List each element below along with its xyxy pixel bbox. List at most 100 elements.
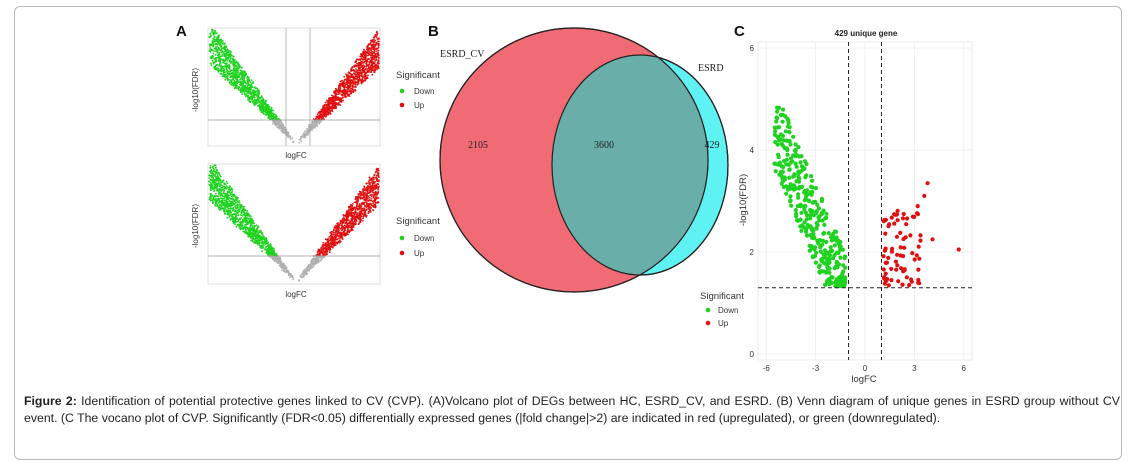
volcano-point [213, 170, 216, 173]
volcano-point [306, 272, 309, 275]
volcano-point [373, 41, 376, 43]
volcano-point [360, 75, 363, 77]
volcano-point [362, 217, 365, 220]
volcano-point [217, 46, 220, 49]
volcano-point [232, 55, 235, 58]
volcano-point [253, 225, 256, 227]
volcano-point [369, 202, 372, 205]
volcano-point [283, 132, 285, 135]
volcano-point [208, 177, 211, 179]
volcano-point [377, 59, 380, 62]
volcano-point [312, 257, 315, 260]
volcano-point [214, 175, 217, 178]
volcano-point [232, 60, 235, 62]
volcano-point [368, 179, 371, 181]
volcano-point [277, 257, 280, 260]
volcano-point [215, 166, 217, 169]
volcano-point [311, 122, 313, 125]
volcano-point [377, 197, 380, 199]
volcano-point [365, 194, 367, 196]
volcano-point [356, 202, 359, 205]
volcano-point [358, 79, 361, 82]
volcano-point [286, 133, 289, 135]
volcano-point [376, 34, 378, 36]
volcano-point [360, 61, 362, 64]
volcano-point [253, 99, 256, 101]
volcano-point [376, 66, 379, 69]
volcano-point [322, 107, 325, 110]
volcano-point [236, 197, 239, 200]
volcano-point [276, 260, 278, 263]
volcano-point [227, 53, 230, 56]
volcano-point [238, 74, 241, 76]
volcano-point [375, 197, 378, 200]
volcano-point [372, 209, 374, 211]
volcano-point [374, 191, 376, 194]
volcano-point [355, 204, 358, 207]
volcano-point [367, 47, 370, 50]
volcano-point [368, 199, 371, 201]
volcano-point [340, 90, 343, 93]
volcano-point [319, 120, 322, 123]
volcano-point [372, 176, 375, 179]
volcano-point [272, 252, 274, 255]
volcano-point [336, 230, 339, 233]
volcano-point [321, 114, 324, 116]
volcano-point [353, 201, 356, 204]
volcano-point [331, 108, 334, 110]
volcano-point [228, 194, 231, 197]
volcano-point [251, 237, 254, 240]
volcano-point [326, 107, 328, 109]
volcano-point [238, 226, 241, 229]
volcano-point [238, 200, 241, 202]
volcano-point [373, 62, 376, 65]
volcano-point [225, 194, 228, 196]
volcano-point [211, 174, 213, 177]
volcano-point [337, 235, 340, 237]
volcano-point [330, 236, 332, 239]
volcano-point [350, 226, 353, 229]
volcano-point [223, 71, 226, 74]
volcano-point [353, 70, 356, 72]
volcano-point [355, 213, 358, 216]
volcano-point [213, 188, 216, 190]
volcano-point [218, 69, 221, 72]
volcano-point [374, 39, 377, 42]
volcano-point [350, 228, 353, 231]
volcano-point [236, 62, 239, 64]
volcano-point [224, 212, 227, 215]
volcano-point [247, 86, 250, 89]
volcano-point [278, 120, 281, 123]
volcano-point [247, 233, 249, 236]
volcano-point [214, 173, 217, 176]
volcano-point [363, 189, 366, 192]
volcano-point [362, 196, 365, 199]
volcano-point [371, 73, 374, 76]
volcano-point [259, 234, 261, 237]
volcano-point [349, 220, 352, 223]
volcano-point [257, 91, 260, 94]
volcano-point [354, 223, 357, 226]
volcano-point [232, 209, 235, 211]
volcano-point [353, 76, 356, 79]
volcano-point [239, 66, 242, 68]
volcano-point [226, 72, 229, 75]
volcano-point [312, 265, 315, 268]
volcano-point [226, 60, 229, 62]
volcano-point [209, 33, 212, 35]
volcano-point [209, 192, 212, 195]
volcano-point [279, 260, 281, 263]
volcano-point [333, 90, 336, 93]
volcano-point [218, 206, 220, 209]
volcano-point [372, 194, 375, 197]
volcano-point [253, 96, 256, 99]
volcano-point [354, 80, 357, 82]
volcano-point [218, 51, 221, 54]
volcano-point [220, 51, 223, 54]
volcano-point [337, 91, 340, 93]
volcano-point [359, 197, 362, 200]
volcano-point [251, 89, 254, 92]
volcano-point [208, 196, 211, 199]
volcano-point [220, 200, 223, 203]
volcano-point [211, 59, 214, 62]
